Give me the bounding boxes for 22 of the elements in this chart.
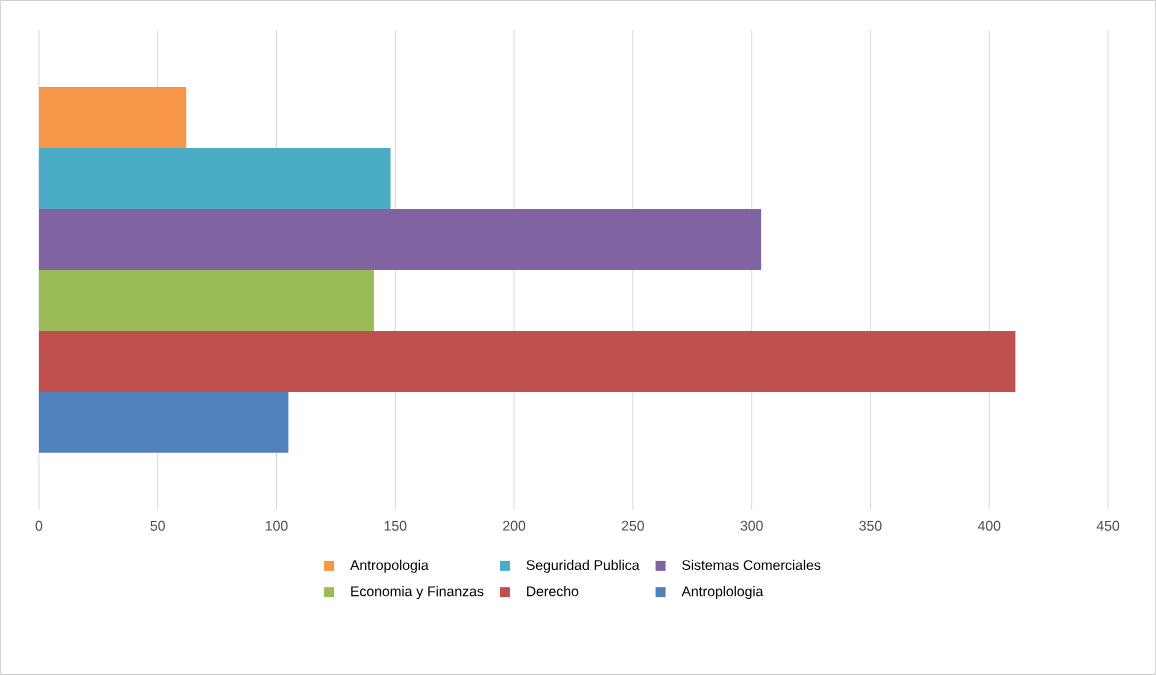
- x-tick-label: 350: [859, 520, 882, 531]
- bar: [38, 87, 187, 149]
- bar: [38, 148, 391, 210]
- legend-label: Economia y Finanzas: [351, 586, 484, 600]
- x-tick-label: 0: [35, 520, 43, 531]
- x-tick-label: 50: [150, 520, 165, 531]
- legend-label: Seguridad Publica: [526, 559, 640, 573]
- bar: [38, 209, 762, 270]
- x-tick-label: 200: [503, 520, 526, 531]
- x-tick-label: 150: [384, 520, 407, 531]
- bar: [38, 269, 374, 331]
- x-tick-label: 300: [740, 520, 763, 531]
- legend-label: Antropologia: [350, 559, 429, 573]
- x-tick-label: 100: [265, 520, 288, 531]
- legend-label: Antroplologia: [681, 586, 764, 600]
- bar: [38, 391, 289, 453]
- x-tick-label: 400: [977, 520, 1001, 531]
- legend-label: Sistemas Comerciales: [682, 559, 821, 571]
- x-tick-label: 250: [621, 520, 644, 531]
- legend-label: Derecho: [527, 586, 579, 597]
- bar: [38, 330, 1016, 392]
- x-tick-label: 450: [1096, 520, 1120, 531]
